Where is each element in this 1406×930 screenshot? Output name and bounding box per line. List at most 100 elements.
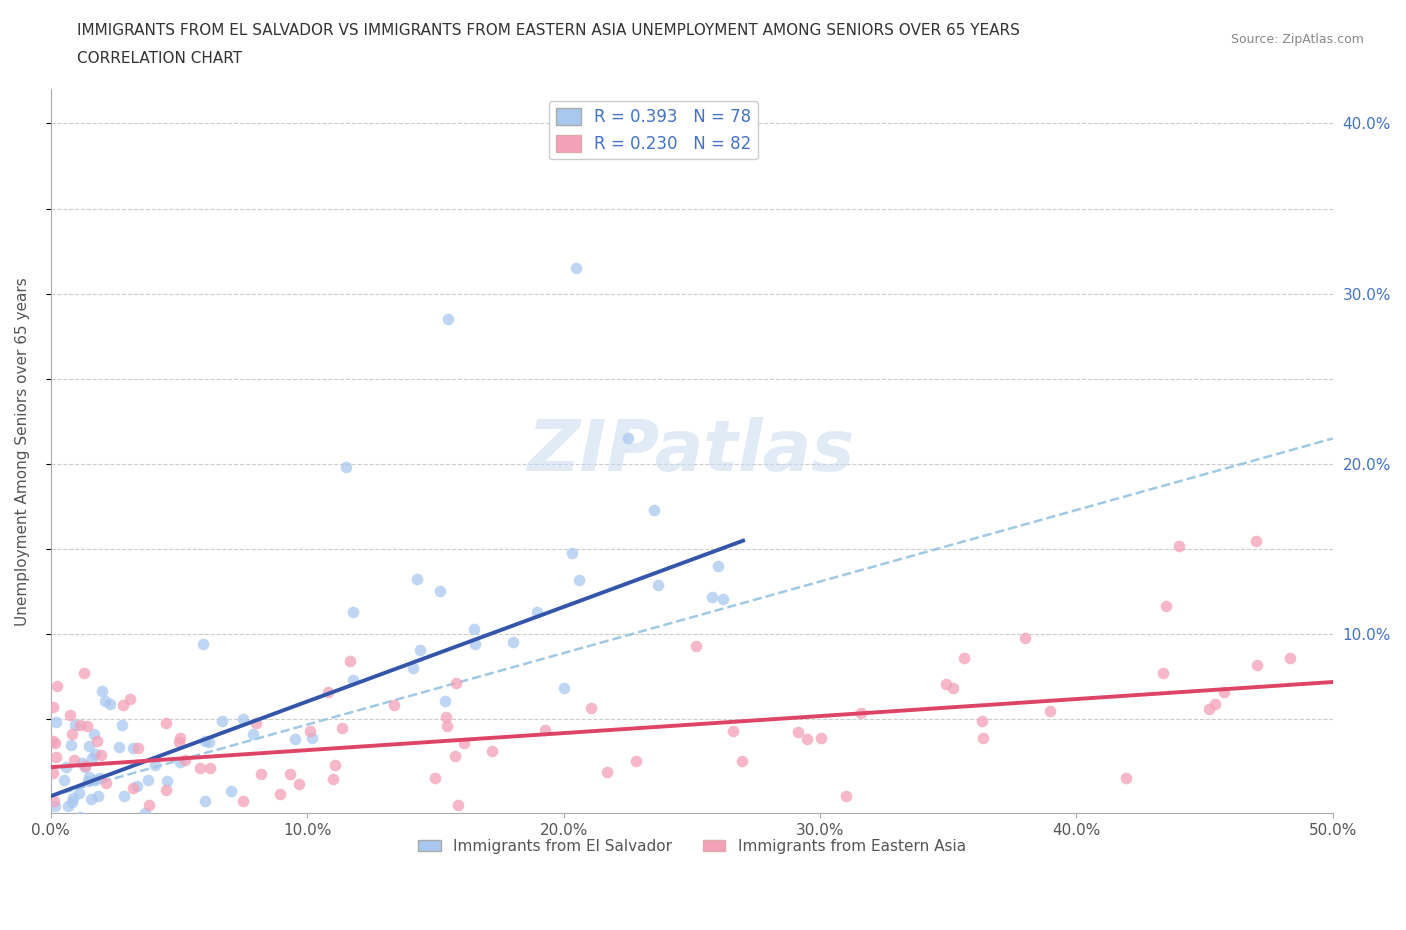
Point: [402, 660, 425, 675]
Point: [94, 694, 117, 709]
Point: [143, 757, 166, 772]
Point: [1244, 533, 1267, 548]
Point: [90, 684, 112, 698]
Point: [83, 727, 105, 742]
Point: [342, 672, 364, 687]
Point: [301, 730, 323, 745]
Point: [69, 814, 91, 829]
Point: [643, 502, 665, 517]
Point: [972, 730, 994, 745]
Point: [69, 717, 91, 732]
Point: [1204, 696, 1226, 711]
Point: [242, 726, 264, 741]
Point: [526, 605, 548, 620]
Point: [972, 714, 994, 729]
Point: [1279, 650, 1302, 665]
Point: [406, 572, 429, 587]
Point: [429, 584, 451, 599]
Point: [73, 666, 96, 681]
Point: [156, 774, 179, 789]
Point: [194, 793, 217, 808]
Point: [52, 773, 75, 788]
Point: [323, 757, 346, 772]
Point: [60, 726, 83, 741]
Point: [579, 700, 602, 715]
Point: [434, 693, 457, 708]
Point: [232, 711, 254, 726]
Point: [626, 753, 648, 768]
Point: [596, 764, 619, 779]
Point: [122, 741, 145, 756]
Point: [1198, 701, 1220, 716]
Point: [62, 752, 84, 767]
Point: [423, 771, 446, 786]
Point: [553, 681, 575, 696]
Point: [444, 675, 467, 690]
Point: [167, 735, 190, 750]
Point: [45, 679, 67, 694]
Point: [193, 734, 215, 749]
Point: [45, 814, 67, 829]
Point: [332, 721, 354, 736]
Point: [86, 734, 108, 749]
Point: [169, 730, 191, 745]
Point: [42, 700, 65, 715]
Point: [76, 719, 98, 734]
Point: [136, 773, 159, 788]
Point: [112, 698, 135, 712]
Point: [269, 787, 291, 802]
Point: [112, 789, 135, 804]
Point: [42, 734, 65, 749]
Point: [73, 760, 96, 775]
Point: [56, 799, 79, 814]
Point: [118, 692, 141, 707]
Point: [45, 750, 67, 764]
Point: [1168, 538, 1191, 553]
Point: [322, 772, 344, 787]
Point: [288, 777, 311, 791]
Text: IMMIGRANTS FROM EL SALVADOR VS IMMIGRANTS FROM EASTERN ASIA UNEMPLOYMENT AMONG S: IMMIGRANTS FROM EL SALVADOR VS IMMIGRANT…: [77, 23, 1021, 38]
Point: [79, 769, 101, 784]
Point: [190, 760, 212, 775]
Point: [1014, 631, 1036, 645]
Point: [73, 759, 96, 774]
Point: [59, 708, 82, 723]
Point: [89, 770, 111, 785]
Point: [342, 604, 364, 619]
Point: [561, 546, 583, 561]
Point: [481, 744, 503, 759]
Point: [711, 591, 734, 606]
Point: [463, 622, 485, 637]
Point: [810, 730, 832, 745]
Point: [134, 805, 156, 820]
Point: [408, 643, 430, 658]
Point: [437, 312, 460, 326]
Point: [44, 798, 66, 813]
Point: [568, 572, 591, 587]
Point: [67, 812, 90, 827]
Point: [117, 814, 139, 829]
Point: [155, 715, 177, 730]
Point: [1212, 684, 1234, 699]
Point: [59, 737, 82, 752]
Point: [173, 752, 195, 767]
Point: [284, 732, 307, 747]
Point: [316, 684, 339, 699]
Point: [42, 793, 65, 808]
Point: [155, 782, 177, 797]
Point: [111, 718, 134, 733]
Point: [1039, 703, 1062, 718]
Point: [700, 590, 723, 604]
Y-axis label: Unemployment Among Seniors over 65 years: Unemployment Among Seniors over 65 years: [15, 277, 30, 626]
Point: [1152, 666, 1174, 681]
Point: [69, 814, 91, 829]
Point: [834, 789, 856, 804]
Point: [198, 735, 221, 750]
Point: [169, 754, 191, 769]
Point: [849, 706, 872, 721]
Point: [616, 431, 638, 445]
Point: [434, 710, 457, 724]
Point: [453, 736, 475, 751]
Point: [565, 260, 588, 275]
Point: [70, 756, 93, 771]
